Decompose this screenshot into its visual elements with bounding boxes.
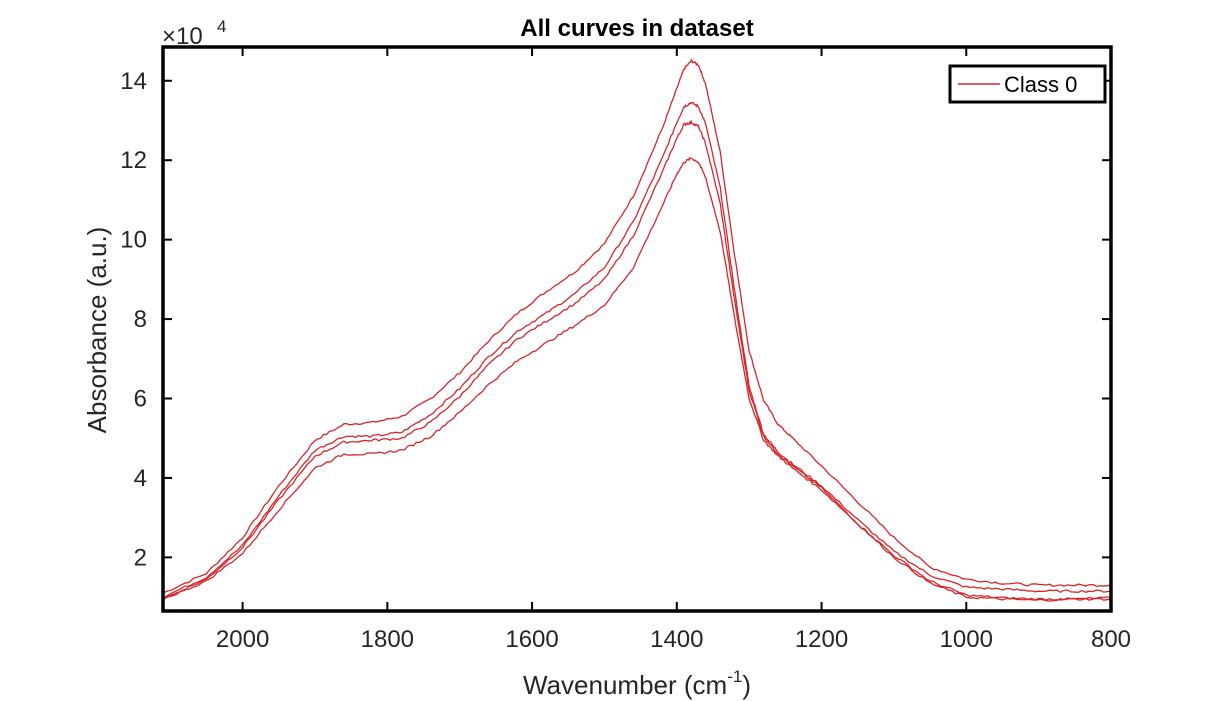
series-line-1 — [163, 101, 1111, 599]
x-tick-label-1000: 1000 — [940, 626, 993, 653]
plot-frame — [161, 45, 1113, 613]
legend: Class 0 — [948, 64, 1107, 104]
chart-title: All curves in dataset — [520, 15, 753, 42]
x-axis-label-sup: -1 — [727, 667, 742, 686]
y-exponent-power: 4 — [217, 17, 226, 36]
tick-labels-layer: 2000 1800 1600 1400 1200 1000 800 2 4 6 8 10 12 14 — [120, 68, 1131, 653]
series-line-0 — [163, 58, 1111, 594]
x-tick-label-1800: 1800 — [361, 626, 414, 653]
y-tick-label-8: 8 — [134, 306, 147, 333]
y-tick-label-10: 10 — [120, 227, 147, 254]
x-tick-label-1200: 1200 — [795, 626, 848, 653]
x-tick-label-1600: 1600 — [505, 626, 558, 653]
y-tick-label-12: 12 — [120, 147, 147, 174]
series-layer — [163, 58, 1111, 602]
x-axis-label-base: Wavenumber (cm — [523, 670, 727, 700]
x-axis-label: Wavenumber (cm-1) — [523, 667, 751, 700]
x-tick-label-800: 800 — [1091, 626, 1131, 653]
x-tick-label-1400: 1400 — [650, 626, 703, 653]
legend-label-class-0: Class 0 — [1004, 72, 1077, 97]
x-axis-label-end: ) — [742, 670, 751, 700]
y-tick-label-4: 4 — [134, 465, 147, 492]
x-tick-label-2000: 2000 — [216, 626, 269, 653]
series-line-2 — [163, 119, 1111, 601]
y-tick-label-14: 14 — [120, 68, 147, 95]
y-axis-label: Absorbance (a.u.) — [82, 227, 112, 434]
y-tick-label-2: 2 — [134, 544, 147, 571]
y-tick-label-6: 6 — [134, 386, 147, 413]
series-line-3 — [163, 156, 1111, 602]
